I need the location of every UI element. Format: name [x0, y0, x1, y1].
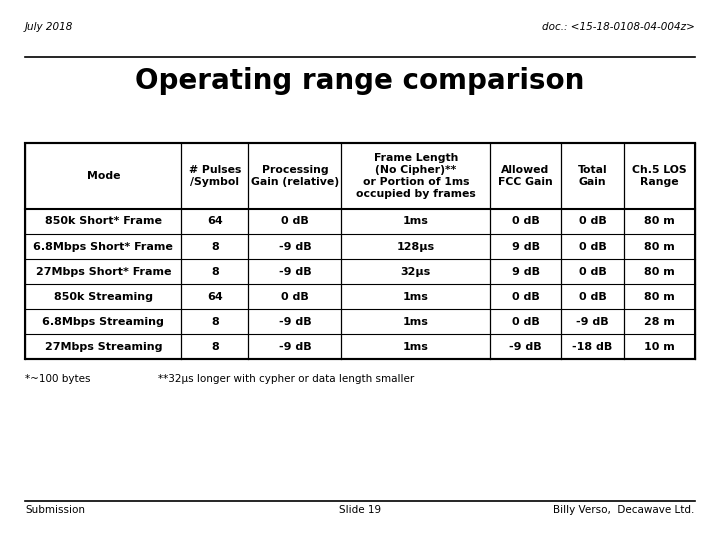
Text: 1ms: 1ms [403, 217, 428, 226]
Text: *~100 bytes: *~100 bytes [25, 374, 91, 384]
Text: Billy Verso,  Decawave Ltd.: Billy Verso, Decawave Ltd. [554, 505, 695, 516]
Text: Mode: Mode [86, 171, 120, 181]
Text: -9 dB: -9 dB [509, 342, 542, 352]
Text: 0 dB: 0 dB [281, 217, 309, 226]
Text: 8: 8 [211, 267, 219, 276]
Text: 1ms: 1ms [403, 342, 428, 352]
Text: Submission: Submission [25, 505, 85, 516]
Text: # Pulses
/Symbol: # Pulses /Symbol [189, 165, 241, 187]
Text: 0 dB: 0 dB [512, 316, 539, 327]
Text: 8: 8 [211, 241, 219, 252]
Text: 10 m: 10 m [644, 342, 675, 352]
Text: 80 m: 80 m [644, 217, 675, 226]
Text: Allowed
FCC Gain: Allowed FCC Gain [498, 165, 553, 187]
Text: 0 dB: 0 dB [579, 217, 606, 226]
Text: 27Mbps Streaming: 27Mbps Streaming [45, 342, 162, 352]
Text: 9 dB: 9 dB [511, 241, 539, 252]
Text: 8: 8 [211, 342, 219, 352]
Text: 8: 8 [211, 316, 219, 327]
Text: Frame Length
(No Cipher)**
or Portion of 1ms
occupied by frames: Frame Length (No Cipher)** or Portion of… [356, 153, 476, 199]
Text: 32μs: 32μs [400, 267, 431, 276]
Text: 27Mbps Short* Frame: 27Mbps Short* Frame [35, 267, 171, 276]
Text: 6.8Mbps Short* Frame: 6.8Mbps Short* Frame [33, 241, 174, 252]
Text: **32μs longer with cypher or data length smaller: **32μs longer with cypher or data length… [158, 374, 415, 384]
Text: -9 dB: -9 dB [279, 316, 311, 327]
Text: -9 dB: -9 dB [576, 316, 609, 327]
Text: -9 dB: -9 dB [279, 342, 311, 352]
Text: 1ms: 1ms [403, 316, 428, 327]
Text: Operating range comparison: Operating range comparison [135, 67, 585, 95]
Text: 28 m: 28 m [644, 316, 675, 327]
Text: 850k Short* Frame: 850k Short* Frame [45, 217, 162, 226]
Text: 80 m: 80 m [644, 292, 675, 301]
Text: 0 dB: 0 dB [512, 217, 539, 226]
Text: July 2018: July 2018 [25, 22, 73, 32]
Text: 64: 64 [207, 217, 222, 226]
Text: 0 dB: 0 dB [579, 292, 606, 301]
Text: 0 dB: 0 dB [579, 267, 606, 276]
Text: 0 dB: 0 dB [579, 241, 606, 252]
Text: 64: 64 [207, 292, 222, 301]
Text: Total
Gain: Total Gain [577, 165, 607, 187]
Text: Slide 19: Slide 19 [339, 505, 381, 516]
Text: Ch.5 LOS
Range: Ch.5 LOS Range [632, 165, 687, 187]
Text: 6.8Mbps Streaming: 6.8Mbps Streaming [42, 316, 164, 327]
Text: -9 dB: -9 dB [279, 241, 311, 252]
Text: 80 m: 80 m [644, 241, 675, 252]
Text: 80 m: 80 m [644, 267, 675, 276]
Text: 1ms: 1ms [403, 292, 428, 301]
Text: 0 dB: 0 dB [512, 292, 539, 301]
Text: doc.: <15-18-0108-04-004z>: doc.: <15-18-0108-04-004z> [542, 22, 695, 32]
Text: -18 dB: -18 dB [572, 342, 613, 352]
Text: 128μs: 128μs [397, 241, 435, 252]
Text: 0 dB: 0 dB [281, 292, 309, 301]
Text: Processing
Gain (relative): Processing Gain (relative) [251, 165, 339, 187]
Text: 850k Streaming: 850k Streaming [54, 292, 153, 301]
Text: -9 dB: -9 dB [279, 267, 311, 276]
Text: 9 dB: 9 dB [511, 267, 539, 276]
